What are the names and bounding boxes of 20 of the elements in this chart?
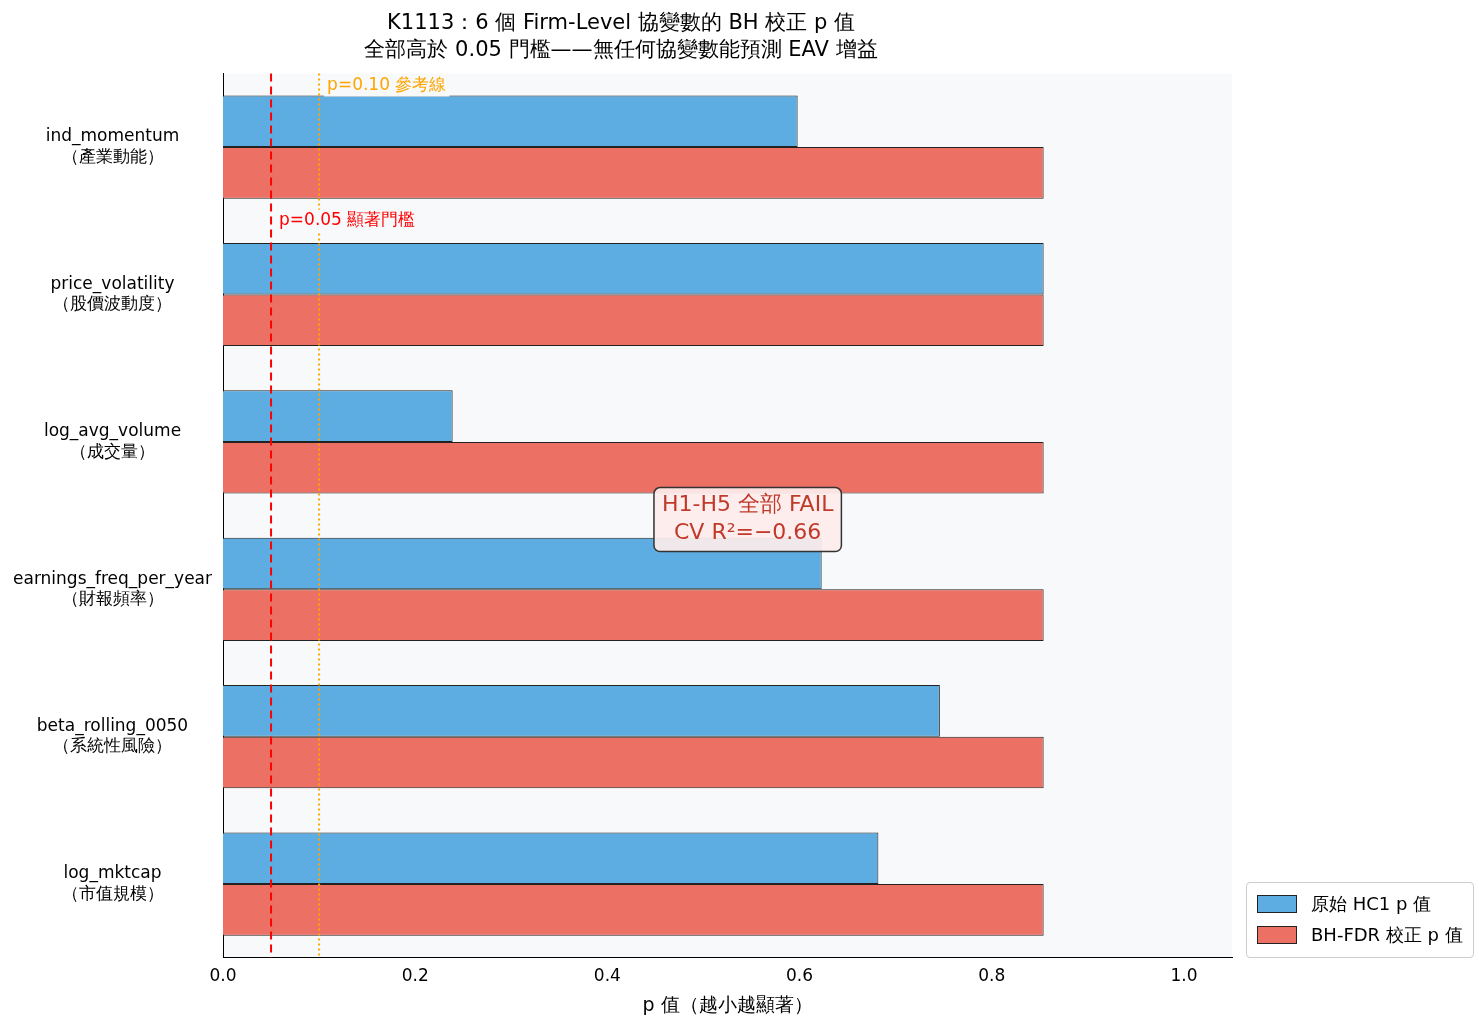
legend-label: 原始 HC1 p 值 <box>1311 892 1432 917</box>
y-tick-label: log_avg_volume （成交量） <box>43 420 182 461</box>
legend-label: BH-FDR 校正 p 值 <box>1311 923 1463 948</box>
y-tick-label: earnings_freq_per_year （財報頻率） <box>12 567 213 608</box>
y-tick-label: beta_rolling_0050 （系統性風險） <box>36 714 189 756</box>
ref-line-label: p=0.10 參考線 <box>327 73 447 94</box>
x-tick-label: 1.0 <box>1170 965 1198 986</box>
x-tick-label: 0.2 <box>401 965 429 986</box>
y-tick-label: ind_momentum （產業動能） <box>45 125 180 166</box>
x-tick-label: 0.8 <box>978 965 1006 986</box>
y-tick-label: price_volatility （股價波動度） <box>50 272 175 314</box>
chart-subtitle: 全部高於 0.05 門檻——無任何協變數能預測 EAV 增益 <box>364 37 878 62</box>
chart-title: K1113：6 個 Firm-Level 協變數的 BH 校正 p 值 <box>387 10 855 35</box>
x-tick-label: 0.4 <box>593 965 621 986</box>
ref-line-label: p=0.05 顯著門檻 <box>279 209 416 230</box>
x-tick-label: 0.0 <box>209 965 237 986</box>
x-tick-label: 0.6 <box>786 965 814 986</box>
x-axis-title: p 值（越小越顯著） <box>642 992 813 1015</box>
y-tick-label: log_mktcap （市值規模） <box>61 862 164 903</box>
annotation: H1-H5 全部 FAIL CV R²=−0.66 <box>661 491 835 545</box>
